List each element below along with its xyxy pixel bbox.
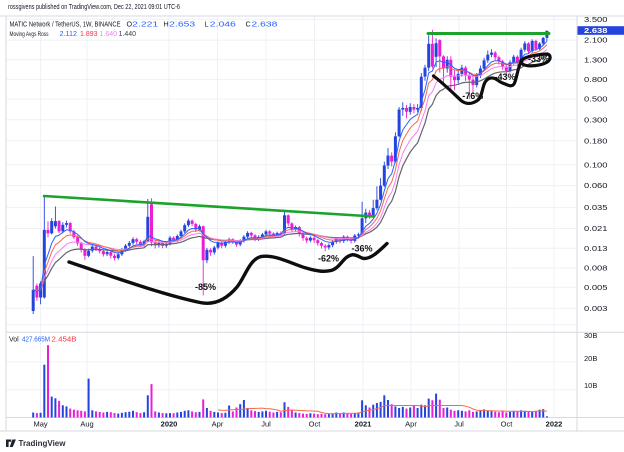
svg-text:0.180: 0.180 xyxy=(584,136,608,145)
svg-text:1.640: 1.640 xyxy=(100,29,118,38)
svg-text:2021: 2021 xyxy=(355,420,372,429)
svg-text:0.500: 0.500 xyxy=(584,95,608,104)
svg-text:0.005: 0.005 xyxy=(584,283,608,292)
svg-text:Jul: Jul xyxy=(261,420,271,429)
svg-text:Aug: Aug xyxy=(80,420,93,429)
svg-text:-36%: -36% xyxy=(351,244,372,254)
svg-text:0.800: 0.800 xyxy=(584,75,608,84)
svg-text:-76%: -76% xyxy=(462,91,483,101)
svg-text:3.500: 3.500 xyxy=(584,15,608,24)
svg-text:0.003: 0.003 xyxy=(584,304,608,313)
svg-text:Oct: Oct xyxy=(501,420,514,429)
svg-text:Oct: Oct xyxy=(309,420,322,429)
svg-text:2.046: 2.046 xyxy=(210,20,236,29)
svg-text:-43%: -43% xyxy=(494,72,515,82)
svg-text:Vol: Vol xyxy=(9,337,19,344)
svg-text:0.300: 0.300 xyxy=(584,115,608,124)
svg-text:2.638: 2.638 xyxy=(584,26,608,35)
svg-text:2022: 2022 xyxy=(546,420,563,429)
svg-text:2.454B: 2.454B xyxy=(52,337,77,344)
svg-text:427.665M: 427.665M xyxy=(22,337,50,344)
svg-text:0.021: 0.021 xyxy=(584,224,608,233)
svg-text:L: L xyxy=(205,20,209,29)
svg-text:2020: 2020 xyxy=(161,420,178,429)
svg-text:0.035: 0.035 xyxy=(584,203,608,212)
svg-text:30B: 30B xyxy=(584,331,597,340)
svg-text:2.221: 2.221 xyxy=(132,20,158,29)
svg-text:2.653: 2.653 xyxy=(169,20,195,29)
svg-text:20B: 20B xyxy=(584,354,597,363)
svg-text:1.893: 1.893 xyxy=(80,29,98,38)
svg-text:May: May xyxy=(34,420,48,429)
svg-text:rossgivens published on Tradin: rossgivens published on TradingView.com,… xyxy=(8,2,180,11)
svg-text:1.300: 1.300 xyxy=(584,55,608,64)
svg-text:O: O xyxy=(127,20,133,29)
svg-text:2.100: 2.100 xyxy=(584,36,608,45)
svg-text:Moving Avgs Ross: Moving Avgs Ross xyxy=(10,31,49,38)
svg-text:10B: 10B xyxy=(584,381,597,390)
svg-text:0.100: 0.100 xyxy=(584,160,608,169)
svg-text:2.112: 2.112 xyxy=(60,29,78,38)
svg-text:1.440: 1.440 xyxy=(119,29,137,38)
svg-text:Apr: Apr xyxy=(212,420,224,429)
svg-text:0.008: 0.008 xyxy=(584,264,608,273)
svg-text:H: H xyxy=(164,20,169,29)
svg-text:0.013: 0.013 xyxy=(584,244,608,253)
svg-text:TradingView: TradingView xyxy=(19,439,67,448)
svg-text:Apr: Apr xyxy=(405,420,417,429)
svg-text:0.060: 0.060 xyxy=(584,181,608,190)
svg-text:MATIC Network / TetherUS, 1W,: MATIC Network / TetherUS, 1W, BINANCE xyxy=(10,22,121,29)
svg-text:-85%: -85% xyxy=(195,282,216,292)
svg-text:2.638: 2.638 xyxy=(251,20,277,29)
svg-text:-33%: -33% xyxy=(528,54,549,64)
svg-text:Jul: Jul xyxy=(454,420,464,429)
svg-text:C: C xyxy=(246,20,251,29)
svg-text:-62%: -62% xyxy=(318,254,339,264)
